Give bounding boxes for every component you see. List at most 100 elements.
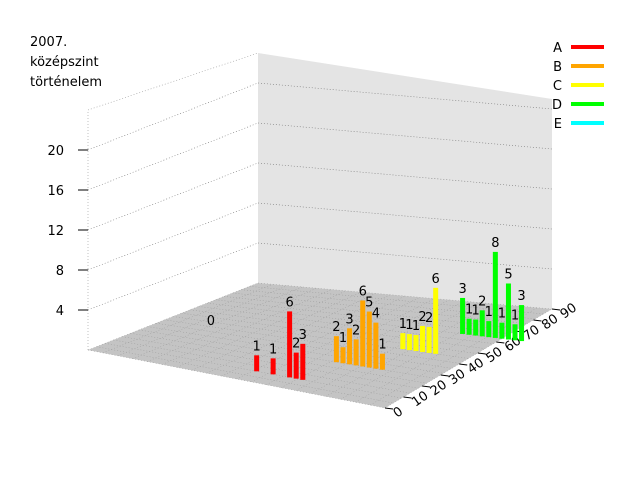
floor-grid-line [191,291,362,371]
z-grid-line [87,82,259,151]
x-tick [440,374,449,377]
z-grid-line [257,242,553,270]
bar-D [473,319,479,336]
bar-label-D: 8 [491,236,499,251]
left-wall-top-edge [87,52,259,111]
back-wall [258,53,552,309]
floor-grid-line [87,349,386,409]
x-tick-label: 0 [391,404,406,421]
bar-label-A: 1 [253,339,261,354]
z-grid-line [87,162,259,231]
z-grid-line [257,162,553,190]
bar-label-C: 1 [399,317,407,332]
floor-grid-line [132,286,303,359]
floor-grid-line [102,284,273,354]
z-grid-line [257,202,553,230]
bar-label-D: 5 [504,267,512,282]
bar-D [479,310,485,337]
bar-label-B: 1 [339,331,347,346]
bar-B [373,322,379,369]
bar-D [466,318,472,335]
x-tick-label: 80 [539,311,561,333]
chart-walls [87,52,553,409]
bar-label-B: 2 [352,323,360,338]
x-tick-label: 90 [558,300,580,322]
chart-title: 2007. középszint történelem [30,35,102,90]
floor-grid-line [257,282,553,310]
bar-D [512,324,518,341]
bar-C [406,334,412,351]
x-tick [496,341,505,344]
x-tick-label: 10 [409,388,431,410]
bar-label-D: 1 [511,308,519,323]
x-tick [551,308,561,311]
bar-A [287,311,293,378]
bar-label-B: 6 [359,284,367,299]
bar-B [347,328,353,365]
bar-D [519,305,525,342]
x-tick [422,385,431,388]
z-grid-line [87,122,259,191]
x-tick-label: 20 [428,377,450,399]
bar-label-B: 3 [345,312,353,327]
bar-B [353,339,359,366]
legend-label-A: A [553,41,562,56]
bar-label-D: 1 [498,307,506,322]
floor-grid-line [113,339,411,394]
x-tick [403,396,412,399]
bar-label-A: 3 [299,328,307,343]
z-grid-line [87,202,259,271]
floor-grid-line [87,282,259,351]
chart-title-line-2: középszint [30,55,99,70]
floor-grid-line [121,336,419,389]
floor-grid-line [104,343,402,399]
legend-label-C: C [553,79,562,94]
bar-label-B: 2 [332,320,340,335]
z-grid-line [87,242,259,311]
floor-grid-line [155,322,452,369]
legend-label-D: D [552,98,562,113]
chart-title-line-1: 2007. [30,35,67,50]
x-tick [384,407,394,410]
bar-C [426,326,432,353]
bar-D [460,297,466,334]
bar-B [360,300,366,367]
bar-D [499,322,505,339]
bar-D [492,251,498,338]
floor-grid-line [310,302,479,394]
bar-label-D: 2 [478,294,486,309]
bar-C [420,325,426,352]
bar-label-A: 1 [269,342,277,357]
bar-B [379,353,385,370]
bar-B [333,336,339,363]
floor-grid-line [162,289,332,365]
bar-label-C: 6 [432,272,440,287]
bar-A [254,355,260,372]
bar-label-B: 1 [378,338,386,353]
bar-A [293,352,299,379]
bar-label-D: 1 [465,303,473,318]
bar-B [340,347,346,364]
z-tick-label: 4 [56,304,64,319]
floor-grid-line [232,292,527,325]
floor-grid-line [164,319,461,364]
floor-grid-line [240,289,536,320]
bar-label-C: 2 [418,310,426,325]
x-tick [533,319,542,322]
bar-D [505,283,511,340]
bar-label-D: 1 [485,305,493,320]
floor-grid-line [370,307,538,406]
bar-label-C: 1 [412,319,420,334]
bar-label-D: 3 [458,282,466,297]
x-tick [459,363,468,366]
bar-B [366,311,372,368]
bar-label-D: 1 [472,304,480,319]
bar-label-A: 6 [285,295,293,310]
floor-grid-line [147,326,444,374]
floor-grid-line [340,304,509,400]
floor-grid-line [117,285,288,357]
bar-label-A: 2 [292,337,300,352]
